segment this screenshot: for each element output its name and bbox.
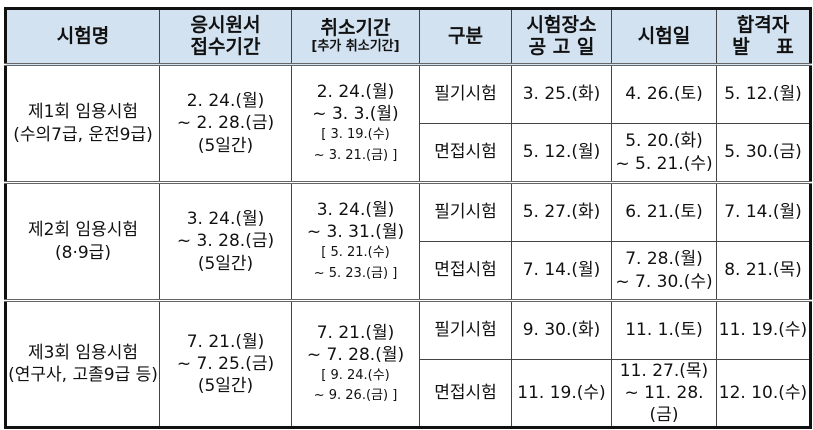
header-cancel: 취소기간 [추가 취소기간] [291, 8, 420, 65]
table-row: 제1회 임용시험 (수의7급, 운전9급) 2. 24.(월) ~ 2. 28.(금)… [5, 63, 811, 183]
result-date-cell: 12. 10.(수) [716, 358, 811, 429]
header-result: 합격자 발 표 [716, 8, 811, 65]
venue-notice-cell: 5. 27.(화) [511, 181, 612, 242]
header-exam-date: 시험일 [611, 8, 717, 65]
category-cell: 필기시험 [419, 181, 512, 242]
table-row: 면접시험 11. 19.(수) 11. 27.(목) ~ 11. 28.(금) 12. … [6, 358, 811, 429]
header-venue-notice: 시험장소 공 고 일 [511, 8, 612, 65]
exam-schedule-table: 시험명 응시원서 접수기간 취소기간 [추가 취소기간] 구분 시험장소 공 고 일 … [4, 7, 812, 430]
category-cell: 면접시험 [419, 241, 512, 301]
venue-notice-cell: 3. 25.(화) [511, 63, 612, 124]
exam-date-cell: 11. 27.(목) ~ 11. 28.(금) [611, 358, 717, 429]
cancel-period-cell: 3. 24.(월) ~ 3. 31.(월)[ 5. 21.(수) ~ 5. 23.(… [291, 181, 420, 301]
exam-date-cell: 5. 20.(화) ~ 5. 21.(수) [611, 123, 717, 183]
table-row: 면접시험 7. 14.(월) 7. 28.(월) ~ 7. 30.(수) 8. 21.(… [6, 241, 811, 301]
venue-notice-cell: 7. 14.(월) [511, 241, 612, 301]
reception-period-cell: 7. 21.(월) ~ 7. 25.(금) (5일간) [159, 298, 292, 429]
result-date-cell: 5. 12.(월) [716, 63, 811, 124]
table-row: 제3회 임용시험 (연구사, 고졸9급 등) 7. 21.(월) ~ 7. 25.(금… [5, 298, 811, 429]
header-category: 구분 [419, 8, 512, 65]
category-cell: 필기시험 [419, 299, 512, 360]
exam-name-cell: 제3회 임용시험 (연구사, 고졸9급 등) [5, 298, 160, 429]
result-date-cell: 8. 21.(목) [716, 241, 811, 301]
venue-notice-cell: 11. 19.(수) [511, 358, 612, 429]
cancel-period-cell: 2. 24.(월) ~ 3. 3.(월)[ 3. 19.(수) ~ 3. 21.(금… [291, 63, 420, 183]
category-cell: 필기시험 [419, 63, 512, 124]
table-row: 제2회 임용시험 (8·9급) 3. 24.(월) ~ 3. 28.(금) (5일간) 3… [5, 181, 811, 301]
result-date-cell: 5. 30.(금) [716, 123, 811, 183]
exam-name-cell: 제2회 임용시험 (8·9급) [5, 181, 160, 301]
exam-date-cell: 4. 26.(토) [611, 63, 717, 124]
exam-date-cell: 11. 1.(토) [611, 299, 717, 360]
exam-date-cell: 6. 21.(토) [611, 181, 717, 242]
header-row: 시험명 응시원서 접수기간 취소기간 [추가 취소기간] 구분 시험장소 공 고 일 … [5, 8, 811, 65]
category-cell: 면접시험 [419, 358, 512, 429]
cancel-period-cell: 7. 21.(월) ~ 7. 28.(월)[ 9. 24.(수) ~ 9. 26.(… [291, 298, 420, 429]
exam-name-cell: 제1회 임용시험 (수의7급, 운전9급) [5, 63, 160, 183]
header-exam-name: 시험명 [5, 8, 160, 65]
header-reception: 응시원서 접수기간 [159, 8, 292, 65]
result-date-cell: 11. 19.(수) [716, 299, 811, 360]
exam-date-cell: 7. 28.(월) ~ 7. 30.(수) [611, 241, 717, 301]
category-cell: 면접시험 [419, 123, 512, 183]
venue-notice-cell: 9. 30.(화) [511, 299, 612, 360]
reception-period-cell: 2. 24.(월) ~ 2. 28.(금) (5일간) [159, 63, 292, 183]
table-row: 면접시험 5. 12.(월) 5. 20.(화) ~ 5. 21.(수) 5. 30.(… [6, 123, 811, 183]
venue-notice-cell: 5. 12.(월) [511, 123, 612, 183]
result-date-cell: 7. 14.(월) [716, 181, 811, 242]
reception-period-cell: 3. 24.(월) ~ 3. 28.(금) (5일간) [159, 181, 292, 301]
